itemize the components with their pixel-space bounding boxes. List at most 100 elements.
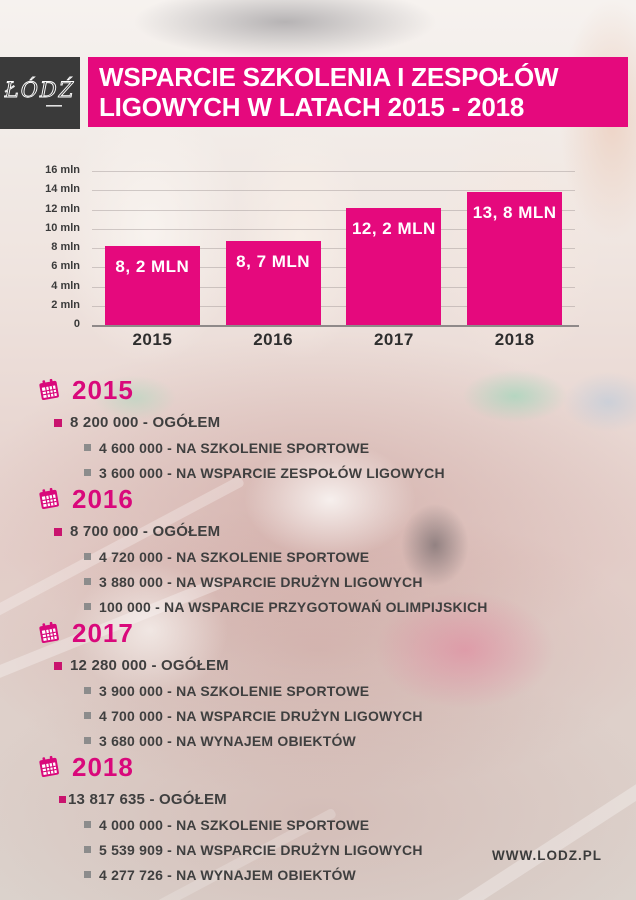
detail-amount-text: 5 539 909 - NA WSPARCIE DRUŻYN LIGOWYCH [99, 841, 423, 858]
calendar-icon [39, 378, 59, 401]
detail-row: 3 680 000 - NA WYNAJEM OBIEKTÓW [84, 728, 612, 753]
gray-bullet-icon [84, 444, 91, 451]
gridline [92, 228, 575, 230]
year-details-list: 2015 8 200 000 - OGÓŁEM 4 600 000 - NA S… [37, 374, 612, 887]
y-axis-tick-label: 0 [73, 318, 80, 330]
year-heading-label: 2017 [72, 617, 134, 648]
total-amount-text: 13 817 635 - OGÓŁEM [68, 791, 227, 808]
y-axis-tick-label: 8 mln [51, 241, 80, 253]
detail-amount-text: 3 900 000 - NA SZKOLENIE SPORTOWE [99, 682, 370, 699]
page-title-line1: WSPARCIE SZKOLENIA I ZESPOŁÓW [99, 62, 559, 92]
lodz-logo: ŁÓDŹ [0, 57, 80, 129]
x-axis-category-label: 2016 [253, 330, 294, 349]
magenta-bullet-icon [54, 661, 62, 670]
year-heading-label: 2016 [72, 483, 134, 514]
detail-amount-text: 3 680 000 - NA WYNAJEM OBIEKTÓW [99, 732, 356, 749]
magenta-bullet-icon [54, 418, 62, 427]
detail-row: 5 539 909 - NA WSPARCIE DRUŻYN LIGOWYCH [84, 837, 612, 862]
gray-bullet-icon [84, 871, 91, 878]
total-row: 13 817 635 - OGÓŁEM [59, 787, 612, 812]
y-axis-tick-label: 6 mln [51, 260, 80, 273]
gridline [92, 248, 575, 249]
detail-row: 3 900 000 - NA SZKOLENIE SPORTOWE [84, 678, 612, 703]
chart-bar-2018: 13, 8 MLN [467, 192, 563, 325]
x-axis-category-label: 2018 [494, 330, 535, 349]
detail-amount-text: 4 277 726 - NA WYNAJEM OBIEKTÓW [99, 866, 356, 883]
detail-row: 4 277 726 - NA WYNAJEM OBIEKTÓW [84, 862, 612, 887]
detail-row: 4 600 000 - NA SZKOLENIE SPORTOWE [84, 435, 612, 460]
chart-bar-2016: 8, 7 MLN [225, 241, 321, 325]
total-row: 12 280 000 - OGÓŁEM [54, 653, 612, 678]
detail-amount-text: 4 720 000 - NA SZKOLENIE SPORTOWE [99, 548, 370, 565]
year-section-heading: 2017 [37, 617, 612, 648]
detail-row: 3 880 000 - NA WSPARCIE DRUŻYN LIGOWYCH [84, 569, 612, 594]
detail-amount-text: 4 600 000 - NA SZKOLENIE SPORTOWE [99, 439, 370, 456]
detail-row: 4 000 000 - NA SZKOLENIE SPORTOWE [84, 812, 612, 837]
bar-value-label: 13, 8 MLN [472, 203, 557, 223]
calendar-icon [39, 621, 59, 644]
total-row: 8 200 000 - OGÓŁEM [54, 410, 612, 435]
detail-row: 4 700 000 - NA WSPARCIE DRUŻYN LIGOWYCH [84, 703, 612, 728]
chart-bar-2017: 12, 2 MLN [346, 207, 442, 325]
gridline [92, 190, 575, 192]
y-axis-tick-label: 12 mln [45, 202, 80, 215]
x-axis-category-label: 2015 [132, 330, 173, 349]
total-amount-text: 8 700 000 - OGÓŁEM [70, 523, 221, 540]
gray-bullet-icon [84, 846, 91, 853]
gray-bullet-icon [84, 737, 91, 744]
gridline [92, 325, 579, 327]
year-section-2015: 2015 8 200 000 - OGÓŁEM 4 600 000 - NA S… [37, 374, 612, 485]
gray-bullet-icon [84, 687, 91, 694]
year-section-2018: 2018 13 817 635 - OGÓŁEM 4 000 000 - NA … [37, 751, 612, 887]
bar-value-label: 8, 7 MLN [236, 252, 311, 272]
calendar-icon [39, 755, 59, 778]
gray-bullet-icon [84, 469, 91, 476]
year-heading-label: 2015 [72, 374, 134, 405]
gray-bullet-icon [84, 578, 91, 585]
bar-value-label: 12, 2 MLN [351, 218, 436, 238]
detail-amount-text: 4 000 000 - NA SZKOLENIE SPORTOWE [99, 816, 370, 833]
detail-amount-text: 100 000 - NA WSPARCIE PRZYGOTOWAŃ OLIMPI… [99, 598, 488, 615]
year-section-heading: 2015 [37, 374, 612, 405]
x-axis-category-label: 2017 [373, 330, 414, 349]
detail-amount-text: 3 880 000 - NA WSPARCIE DRUŻYN LIGOWYCH [99, 573, 423, 590]
year-section-2017: 2017 12 280 000 - OGÓŁEM 3 900 000 - NA … [37, 617, 612, 753]
total-amount-text: 12 280 000 - OGÓŁEM [70, 657, 229, 674]
gridline [92, 286, 575, 288]
gray-bullet-icon [84, 712, 91, 719]
lodz-logo-icon: ŁÓDŹ [4, 77, 75, 107]
gridline [92, 267, 575, 269]
y-axis-tick-label: 2 mln [51, 298, 80, 311]
lodz-logo-text: ŁÓDŹ [4, 77, 75, 102]
total-amount-text: 8 200 000 - OGÓŁEM [70, 414, 221, 431]
gray-bullet-icon [84, 553, 91, 560]
y-axis-tick-label: 4 mln [51, 279, 80, 292]
gridline [92, 209, 575, 211]
gridline [92, 305, 575, 307]
year-section-heading: 2018 [37, 751, 612, 782]
detail-amount-text: 4 700 000 - NA WSPARCIE DRUŻYN LIGOWYCH [99, 707, 423, 724]
gray-bullet-icon [84, 603, 91, 610]
magenta-bullet-icon [54, 527, 62, 536]
detail-row: 4 720 000 - NA SZKOLENIE SPORTOWE [84, 544, 612, 569]
year-section-2016: 2016 8 700 000 - OGÓŁEM 4 720 000 - NA S… [37, 483, 612, 619]
total-row: 8 700 000 - OGÓŁEM [54, 519, 612, 544]
detail-amount-text: 3 600 000 - NA WSPARCIE ZESPOŁÓW LIGOWYC… [99, 464, 445, 481]
magenta-bullet-icon [59, 796, 66, 803]
year-heading-label: 2018 [72, 751, 134, 782]
gray-bullet-icon [84, 821, 91, 828]
page-title: WSPARCIE SZKOLENIA I ZESPOŁÓW LIGOWYCH W… [88, 57, 628, 127]
bar-value-label: 8, 2 MLN [115, 257, 190, 277]
y-axis-tick-label: 16 mln [45, 164, 80, 176]
y-axis-tick-label: 14 mln [45, 183, 80, 196]
detail-row: 100 000 - NA WSPARCIE PRZYGOTOWAŃ OLIMPI… [84, 594, 612, 619]
chart-bar-2015: 8, 2 MLN [104, 246, 200, 325]
website-url: WWW.LODZ.PL [492, 848, 602, 863]
gridline [92, 171, 575, 172]
y-axis-tick-label: 10 mln [45, 221, 80, 234]
year-section-heading: 2016 [37, 483, 612, 514]
detail-row: 3 600 000 - NA WSPARCIE ZESPOŁÓW LIGOWYC… [84, 460, 612, 485]
